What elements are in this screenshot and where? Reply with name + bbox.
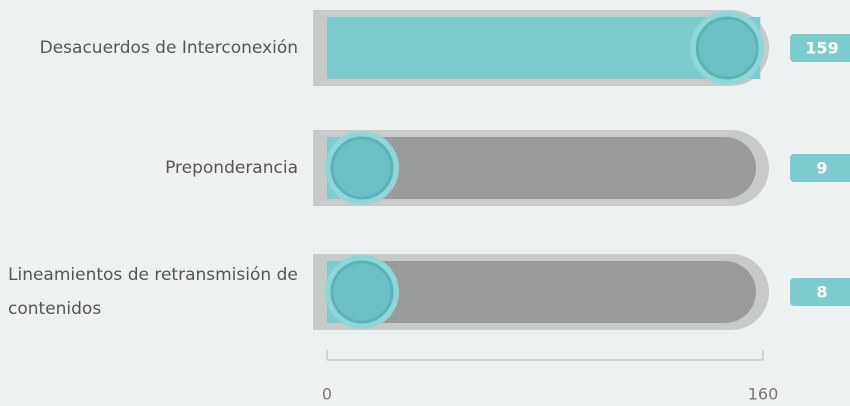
x-tick-label: 160 — [748, 385, 779, 404]
value-badge — [790, 154, 850, 182]
value-label: 9 — [816, 159, 827, 178]
category-label: Lineamientos de retransmisión de conteni… — [8, 265, 298, 319]
x-tick-label: 0 — [322, 385, 332, 404]
bar-knob — [330, 260, 394, 324]
category-label: Preponderancia — [165, 158, 298, 178]
category-label: Desacuerdos de Interconexión — [39, 38, 298, 58]
bar — [327, 17, 761, 79]
value-badge — [790, 278, 850, 306]
bar-knob — [695, 16, 759, 80]
bar-track — [327, 137, 756, 199]
bar-track — [327, 261, 756, 323]
value-label: 159 — [805, 39, 838, 58]
bar-knob — [330, 136, 394, 200]
value-badge — [790, 34, 850, 62]
value-label: 8 — [816, 283, 827, 302]
